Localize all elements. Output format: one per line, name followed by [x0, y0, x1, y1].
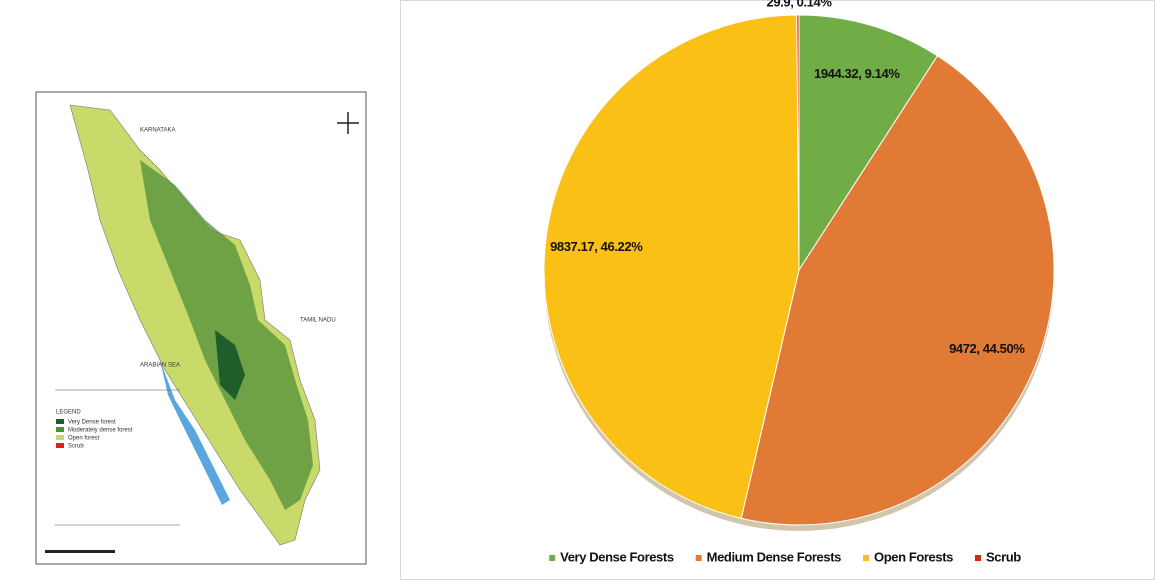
figure: KARNATAKA TAMIL NADU ARABIAN SEA LEGEND … [0, 0, 1155, 580]
map-legend-item: Open forest [68, 436, 100, 442]
legend-label: Open Forests [874, 549, 953, 564]
map-label: KARNATAKA [140, 128, 175, 134]
legend-swatch [863, 555, 869, 561]
page: KARNATAKA TAMIL NADU ARABIAN SEA LEGEND … [0, 0, 1155, 580]
data-label: 9837.17, 46.22% [550, 239, 643, 254]
legend-item: Medium Dense Forests [696, 549, 841, 564]
map-legend-item: Scrub [68, 444, 84, 450]
map-label: ARABIAN SEA [140, 363, 180, 369]
legend-swatch [975, 555, 981, 561]
map: KARNATAKA TAMIL NADU ARABIAN SEA LEGEND … [36, 92, 366, 564]
data-label: 9472, 44.50% [949, 341, 1025, 356]
map-scale-bar [45, 550, 115, 553]
legend: Very Dense Forests Medium Dense Forests Op… [549, 549, 1021, 564]
map-label: TAMIL NADU [300, 318, 336, 324]
legend-item: Open Forests [863, 549, 953, 564]
data-label: 29.9, 0.14% [767, 0, 833, 9]
map-legend-swatch [56, 443, 64, 448]
map-legend-swatch [56, 435, 64, 440]
legend-label: Medium Dense Forests [707, 549, 841, 564]
legend-label: Scrub [986, 549, 1021, 564]
map-legend-swatch [56, 419, 64, 424]
legend-swatch [549, 555, 555, 561]
legend-label: Very Dense Forests [560, 549, 674, 564]
legend-item: Very Dense Forests [549, 549, 674, 564]
legend-swatch [696, 555, 702, 561]
map-legend-item: Moderately dense forest [68, 428, 133, 434]
map-legend-title: LEGEND [56, 410, 81, 416]
map-legend-item: Very Dense forest [68, 420, 116, 426]
data-label: 1944.32, 9.14% [814, 66, 900, 81]
map-legend-swatch [56, 427, 64, 432]
